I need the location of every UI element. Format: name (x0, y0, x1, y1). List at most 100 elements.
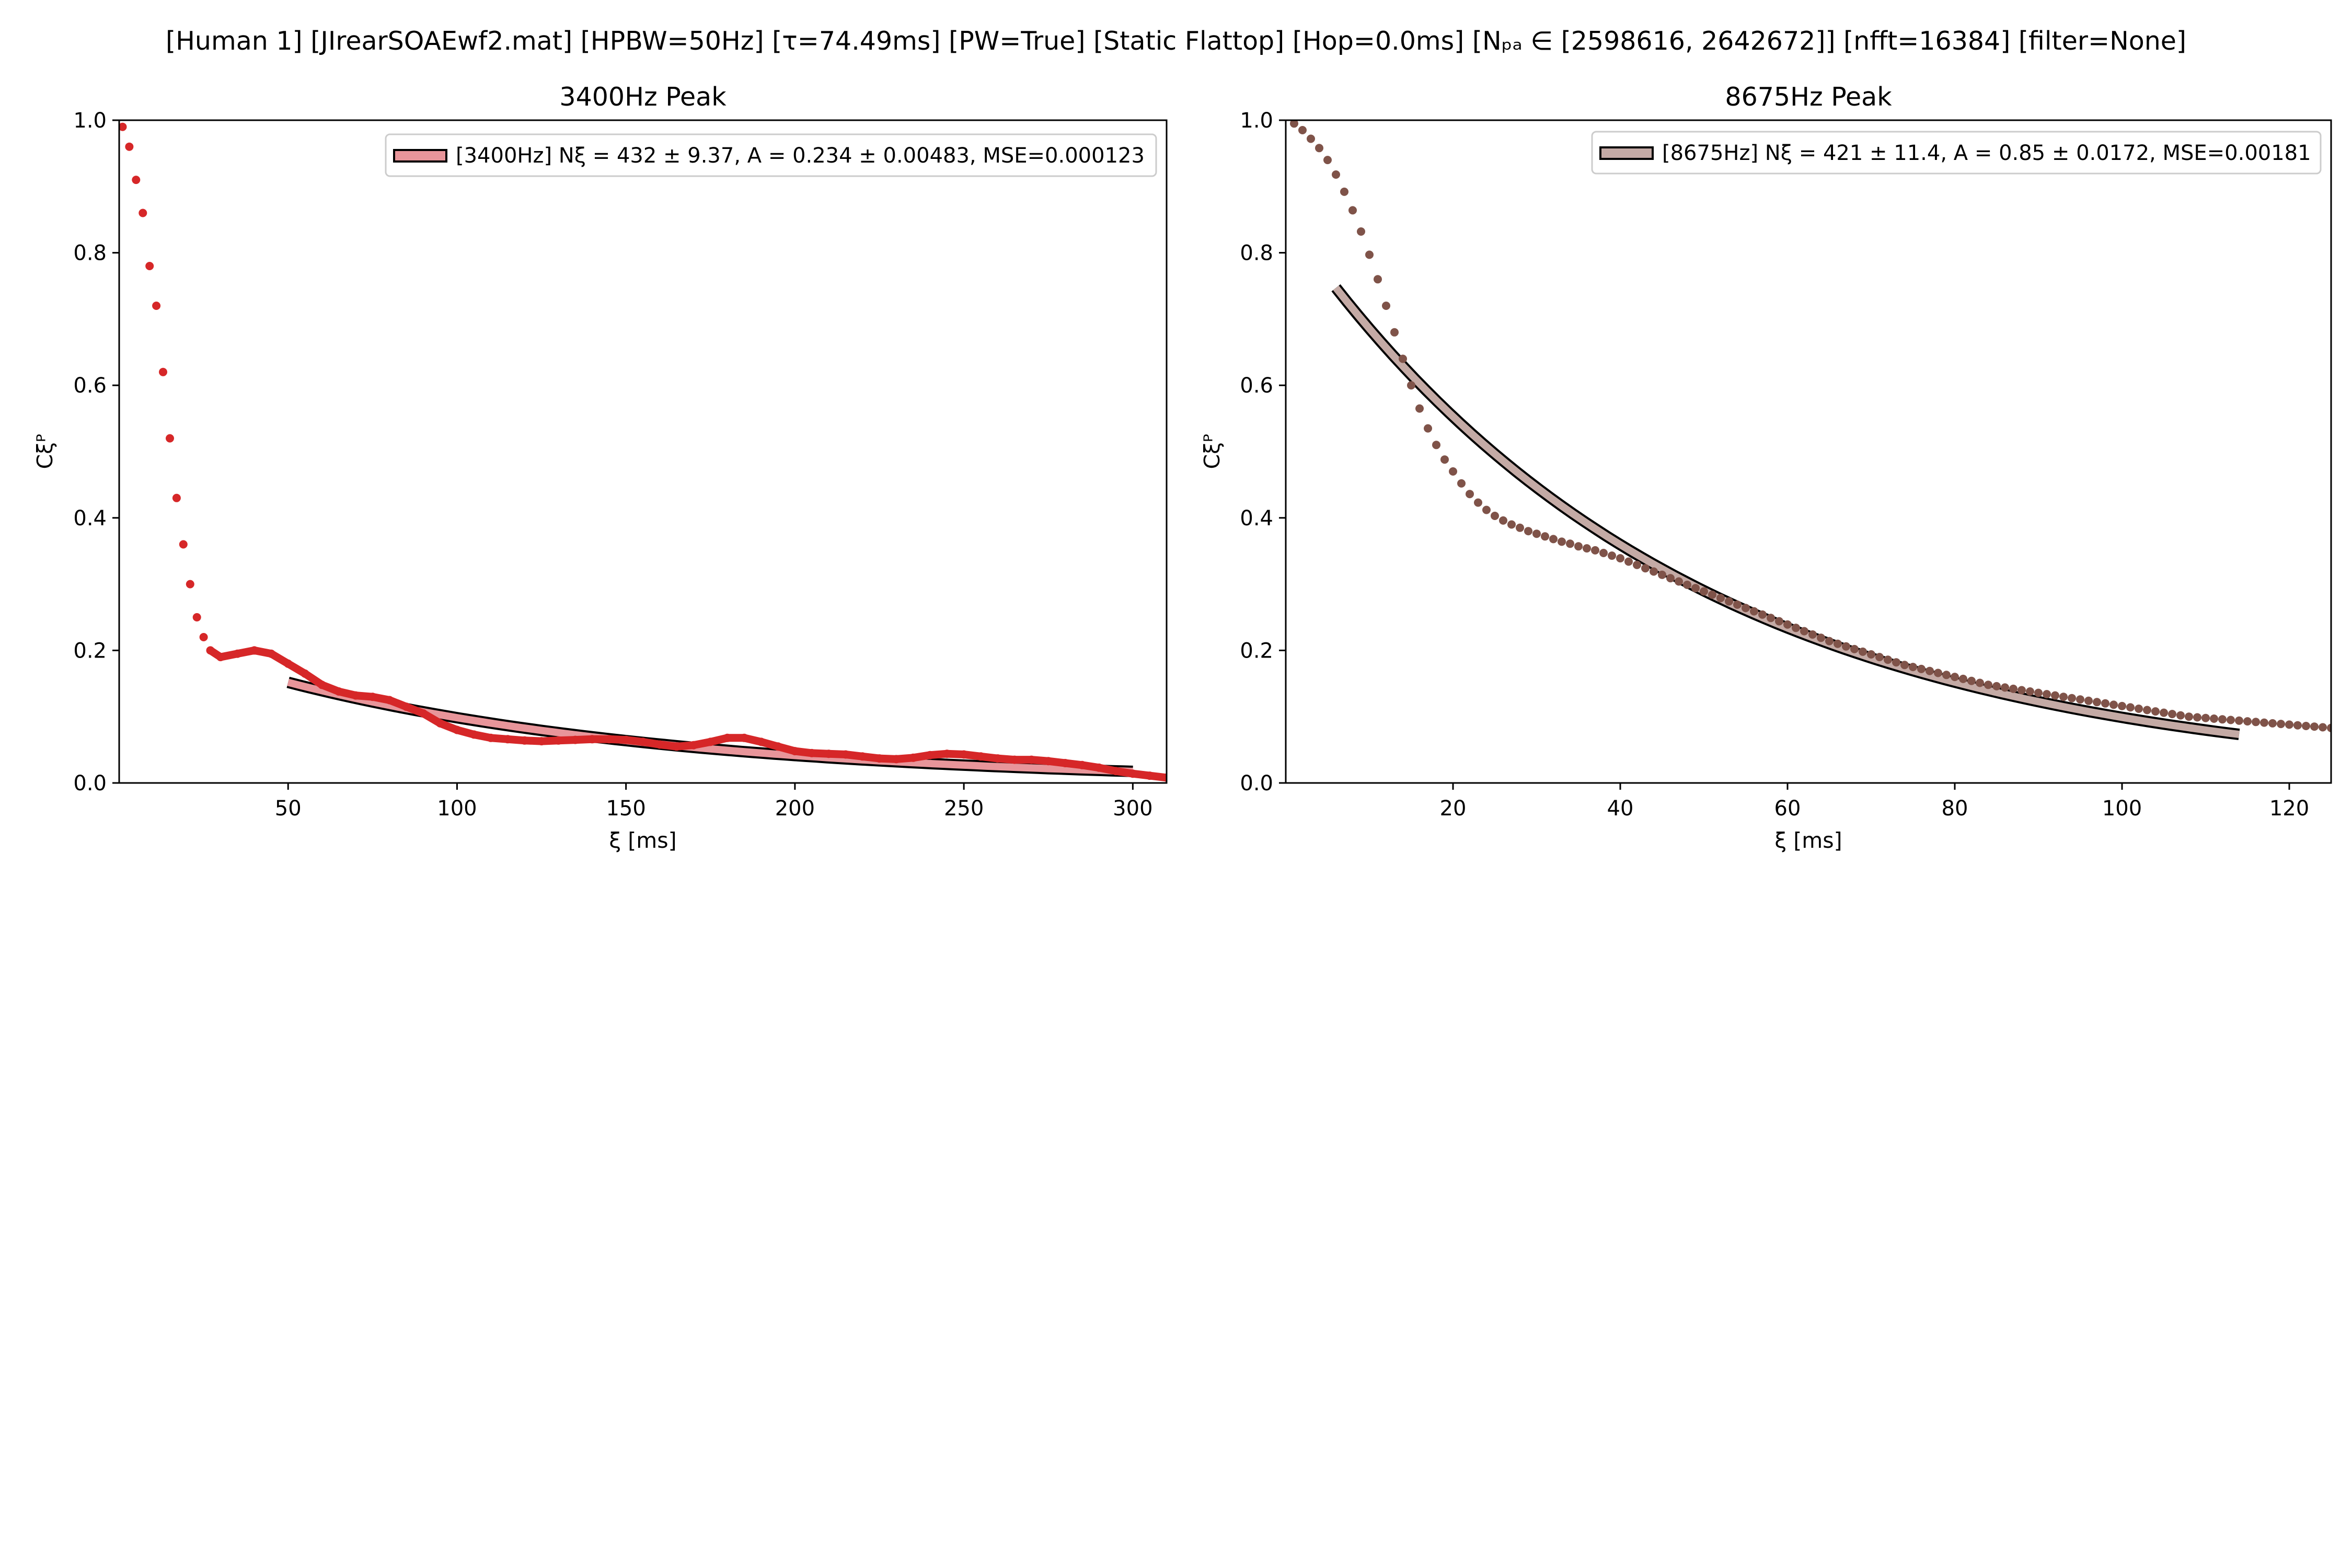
data-point (2084, 696, 2093, 705)
legend-swatch (1599, 146, 1654, 160)
data-point (1708, 590, 1716, 599)
data-point (1332, 170, 1340, 179)
data-point (1583, 544, 1591, 553)
data-point (1633, 560, 1641, 569)
data-point (1608, 551, 1616, 560)
data-point (1549, 535, 1558, 544)
legend-box (385, 133, 1157, 177)
data-point (1700, 587, 1708, 596)
data-point (192, 613, 201, 621)
data-point (2068, 694, 2076, 702)
data-point (1482, 505, 1491, 514)
data-point (1323, 156, 1332, 165)
data-point (1900, 661, 1909, 670)
data-point (1817, 633, 1825, 642)
data-point (2327, 723, 2331, 732)
y-axis-label: Cξᴾ (32, 434, 57, 469)
data-point (1992, 682, 2001, 690)
data-point (1399, 354, 1407, 363)
data-point (1449, 467, 1457, 476)
y-tick-label: 0.4 (1240, 506, 1273, 531)
x-tick-label: 100 (2102, 797, 2142, 821)
data-point (2176, 711, 2185, 720)
data-point (2151, 707, 2160, 716)
data-point (1507, 520, 1516, 529)
data-point (2201, 713, 2210, 722)
data-point (1767, 614, 1775, 622)
data-point (1675, 577, 1683, 586)
data-point (1315, 144, 1323, 153)
data-point (1792, 624, 1800, 632)
data-point (1658, 570, 1666, 579)
data-point (1892, 658, 1900, 667)
x-tick-label: 50 (275, 797, 302, 821)
legend-box (1591, 131, 2322, 175)
x-tick-label: 300 (1113, 797, 1152, 821)
data-point (1934, 668, 1942, 677)
data-point (1859, 647, 1867, 656)
data-point (1850, 644, 1859, 653)
data-point (2101, 699, 2109, 708)
data-point (1541, 532, 1549, 541)
y-tick-label: 0.0 (1240, 771, 1273, 795)
data-point (1758, 610, 1767, 619)
legend-label: [8675Hz] Nξ = 421 ± 11.4, A = 0.85 ± 0.0… (1662, 141, 2311, 165)
data-point (1374, 275, 1382, 284)
data-point (1532, 529, 1541, 538)
data-point (132, 176, 141, 185)
data-points (1290, 120, 2331, 732)
x-tick-label: 120 (2269, 797, 2309, 821)
legend-label: [3400Hz] Nξ = 432 ± 9.37, A = 0.234 ± 0.… (456, 144, 1145, 168)
data-point (2093, 698, 2101, 707)
plot-area (119, 122, 1167, 782)
data-point (1474, 498, 1482, 507)
data-point (2026, 687, 2034, 696)
axes-frame (118, 119, 1168, 784)
data-point (2076, 695, 2084, 704)
data-point (1491, 512, 1499, 520)
x-tick-label: 40 (1607, 797, 1634, 821)
y-tick-label: 0.6 (1240, 374, 1273, 398)
data-point (145, 262, 154, 270)
x-tick-label: 250 (944, 797, 984, 821)
data-point (2243, 717, 2252, 726)
data-point (1348, 206, 1357, 215)
data-point (1516, 523, 1524, 532)
data-point (1867, 650, 1875, 659)
data-point (1415, 404, 1424, 413)
data-point (1691, 584, 1700, 593)
data-point (1842, 642, 1850, 651)
data-point (1407, 381, 1415, 390)
data-point-trace (206, 646, 1167, 782)
data-point (1783, 620, 1792, 629)
data-point (186, 580, 194, 589)
data-point (1884, 655, 1892, 664)
data-point (1666, 574, 1675, 583)
data-point (2185, 712, 2193, 721)
data-point (1825, 637, 1834, 645)
data-point (1875, 653, 1884, 662)
chart-panel-3400hz: 3400Hz Peak ξ [ms] Cξᴾ 50 100 150 200 250 300… (32, 82, 1168, 853)
y-tick-label: 1.0 (1240, 109, 1273, 133)
data-point (1524, 527, 1532, 536)
data-point (1725, 597, 1733, 606)
legend: [3400Hz] Nξ = 432 ± 9.37, A = 0.234 ± 0.… (385, 133, 1157, 177)
data-point (1558, 537, 1566, 546)
data-point (2210, 714, 2218, 723)
data-point (2034, 688, 2043, 697)
data-point (2235, 716, 2243, 725)
data-point (2293, 721, 2302, 730)
data-point (1808, 630, 1817, 639)
legend: [8675Hz] Nξ = 421 ± 11.4, A = 0.85 ± 0.0… (1591, 131, 2322, 175)
data-point (1800, 627, 1808, 636)
legend-swatch (393, 149, 447, 163)
data-point (2009, 684, 2017, 693)
data-point (2227, 716, 2235, 724)
y-tick-label: 0.8 (1240, 241, 1273, 266)
data-point (1466, 490, 1474, 499)
data-point (1834, 639, 1842, 648)
data-point (2160, 708, 2168, 717)
data-point (2043, 690, 2051, 699)
x-axis-label: ξ [ms] (609, 828, 676, 853)
data-point (1976, 678, 1984, 687)
